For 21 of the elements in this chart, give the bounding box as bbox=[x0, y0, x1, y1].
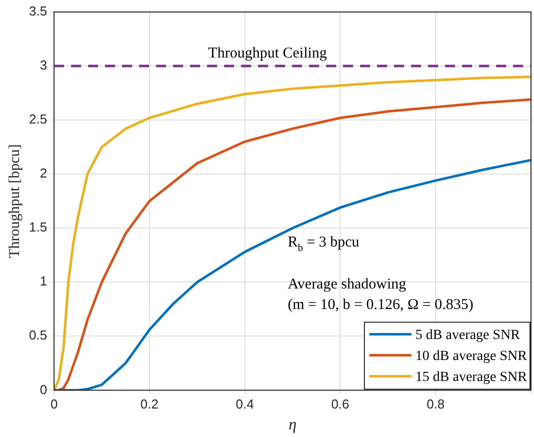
y-tick-label: 1 bbox=[40, 274, 48, 289]
ref-line-label: Throughput Ceiling bbox=[208, 45, 328, 62]
legend-label: 15 dB average SNR bbox=[415, 370, 528, 385]
x-tick-label: 0.6 bbox=[331, 396, 350, 412]
x-tick-label: 0 bbox=[50, 396, 58, 412]
y-tick-label: 1.5 bbox=[28, 220, 48, 235]
x-tick-label: 0.8 bbox=[426, 396, 445, 412]
y-tick-label: 0 bbox=[40, 382, 48, 397]
y-axis-title: Throughput [bpcu] bbox=[6, 144, 23, 258]
y-tick-label: 3 bbox=[40, 58, 48, 73]
annotation: (m = 10, b = 0.126, Ω = 0.835) bbox=[288, 297, 474, 314]
annotation: Average shadowing bbox=[288, 276, 407, 293]
y-tick-label: 3.5 bbox=[28, 4, 48, 19]
y-tick-label: 0.5 bbox=[28, 328, 48, 343]
legend-label: 5 dB average SNR bbox=[415, 328, 521, 343]
y-tick-label: 2 bbox=[40, 166, 48, 181]
x-axis-title: η bbox=[288, 416, 297, 434]
x-tick-label: 0.4 bbox=[236, 396, 254, 412]
legend-label: 10 dB average SNR bbox=[415, 348, 528, 364]
x-tick-label: 0.2 bbox=[140, 396, 158, 412]
y-tick-label: 2.5 bbox=[28, 112, 48, 127]
